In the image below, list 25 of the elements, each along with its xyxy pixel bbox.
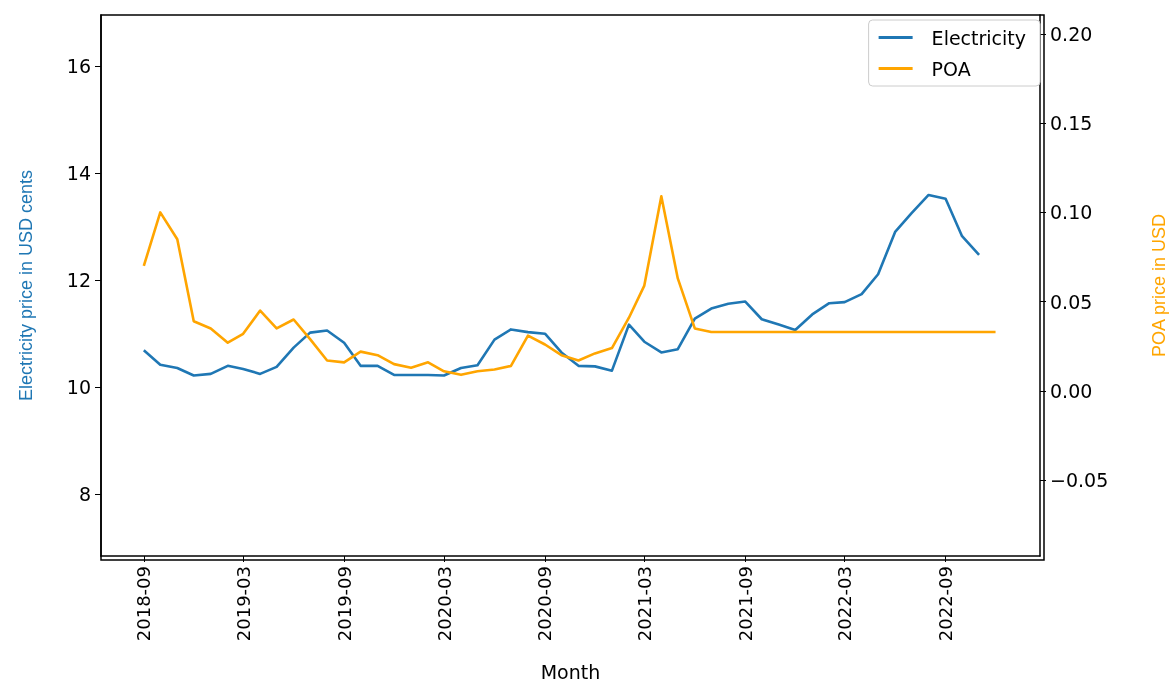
x-tick-label: 2021-03 — [633, 566, 655, 642]
y2-tick-label: 0.05 — [1050, 290, 1093, 313]
x-tick-label: 2019-09 — [333, 566, 355, 642]
x-tick-label: 2021-09 — [734, 566, 756, 642]
y-tick-label: 12 — [66, 269, 91, 292]
y-tick-label: 8 — [78, 483, 91, 506]
x-tick-label: 2020-03 — [433, 566, 455, 642]
y2-tick-label: 0.00 — [1050, 379, 1093, 402]
y2-tick-label: −0.05 — [1050, 469, 1109, 492]
x-tick-label: 2022-09 — [935, 566, 957, 642]
y2-tick-label: 0.20 — [1050, 22, 1093, 45]
y-tick-label: 14 — [66, 162, 91, 185]
y-tick-label: 16 — [66, 54, 91, 77]
y-tick-label: 10 — [66, 376, 91, 399]
y2-tick-label: 0.10 — [1050, 201, 1093, 224]
y-axis-title: Electricity price in USD cents — [16, 169, 36, 402]
legend-label: Electricity — [931, 26, 1027, 49]
y2-tick-label: 0.15 — [1050, 112, 1093, 135]
x-tick-label: 2020-09 — [534, 566, 556, 642]
x-tick-label: 2019-03 — [232, 566, 254, 642]
legend-label: POA — [931, 57, 971, 80]
y2-axis-title: POA price in USD — [1149, 213, 1169, 358]
x-axis-title: Month — [540, 660, 601, 683]
x-tick-label: 2022-03 — [834, 566, 856, 642]
x-tick-label: 2018-09 — [133, 566, 155, 642]
